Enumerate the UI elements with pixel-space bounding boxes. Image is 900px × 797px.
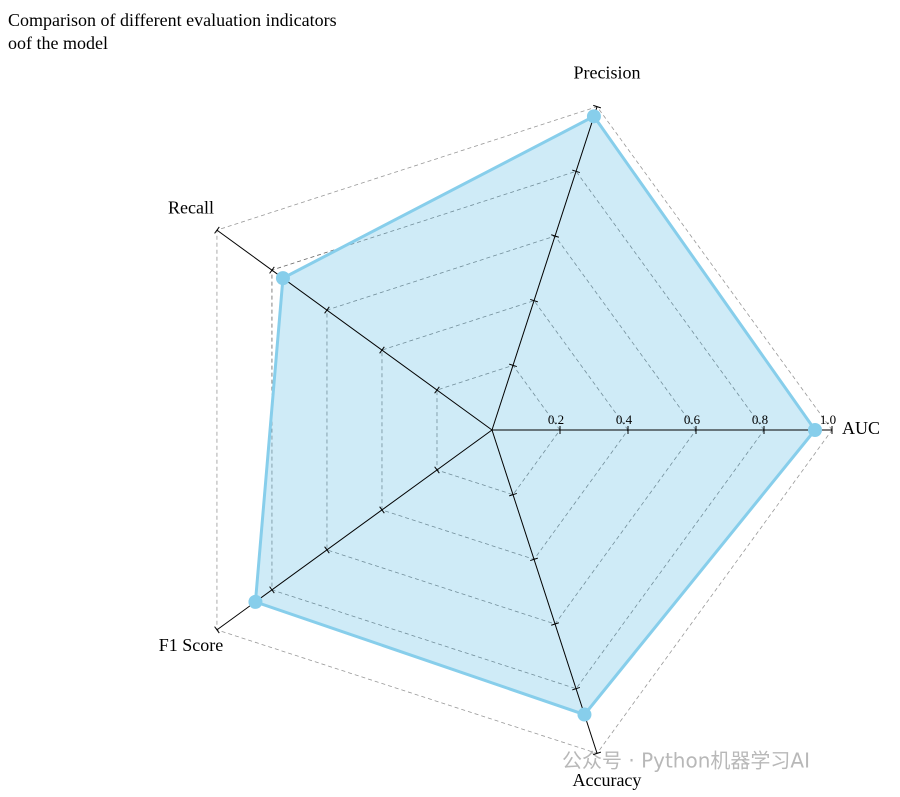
tick-mark [214,226,220,234]
data-point [586,109,601,124]
grid-ring [381,300,629,560]
tick-mark [269,586,275,594]
r-tick-label: 1.0 [820,412,836,427]
tick-mark [324,546,330,554]
data-point [808,423,822,437]
r-tick-label: 0.2 [548,412,564,427]
tick-mark [379,506,385,514]
grid-ring [326,235,697,625]
category-label: F1 Score [159,635,224,655]
data-point [577,707,592,722]
tick-mark [530,298,538,303]
data-point [275,271,290,286]
r-tick-label: 0.4 [616,412,633,427]
tick-mark [434,386,440,394]
category-label: Recall [168,197,214,217]
tick-mark [593,104,602,109]
tick-mark [379,346,385,354]
axis-line [491,429,598,754]
grid-ring [271,170,765,690]
tick-mark [509,492,517,497]
radar-area [253,114,817,717]
r-tick-label: 0.8 [752,412,768,427]
category-label: Accuracy [572,770,641,790]
r-tick-label: 0.6 [684,412,701,427]
data-point [248,594,263,609]
tick-mark [593,751,602,756]
tick-mark [551,622,559,626]
chart-title: oof the model [8,33,108,53]
category-label: Precision [573,62,640,82]
tick-mark [324,306,330,314]
tick-mark [572,686,581,691]
axis-line [491,106,598,431]
tick-mark [509,363,517,368]
tick-mark [530,557,538,562]
tick-mark [551,234,559,238]
chart-title: Comparison of different evaluation indic… [8,10,337,30]
tick-mark [434,466,440,474]
category-label: AUC [842,418,880,438]
tick-mark [214,626,220,634]
watermark: 公众号 · Python机器学习AI [562,749,810,773]
tick-mark [572,169,581,174]
axis-line [216,229,493,431]
axis-line [216,429,493,631]
tick-mark [269,266,275,274]
grid-ring [436,364,561,496]
